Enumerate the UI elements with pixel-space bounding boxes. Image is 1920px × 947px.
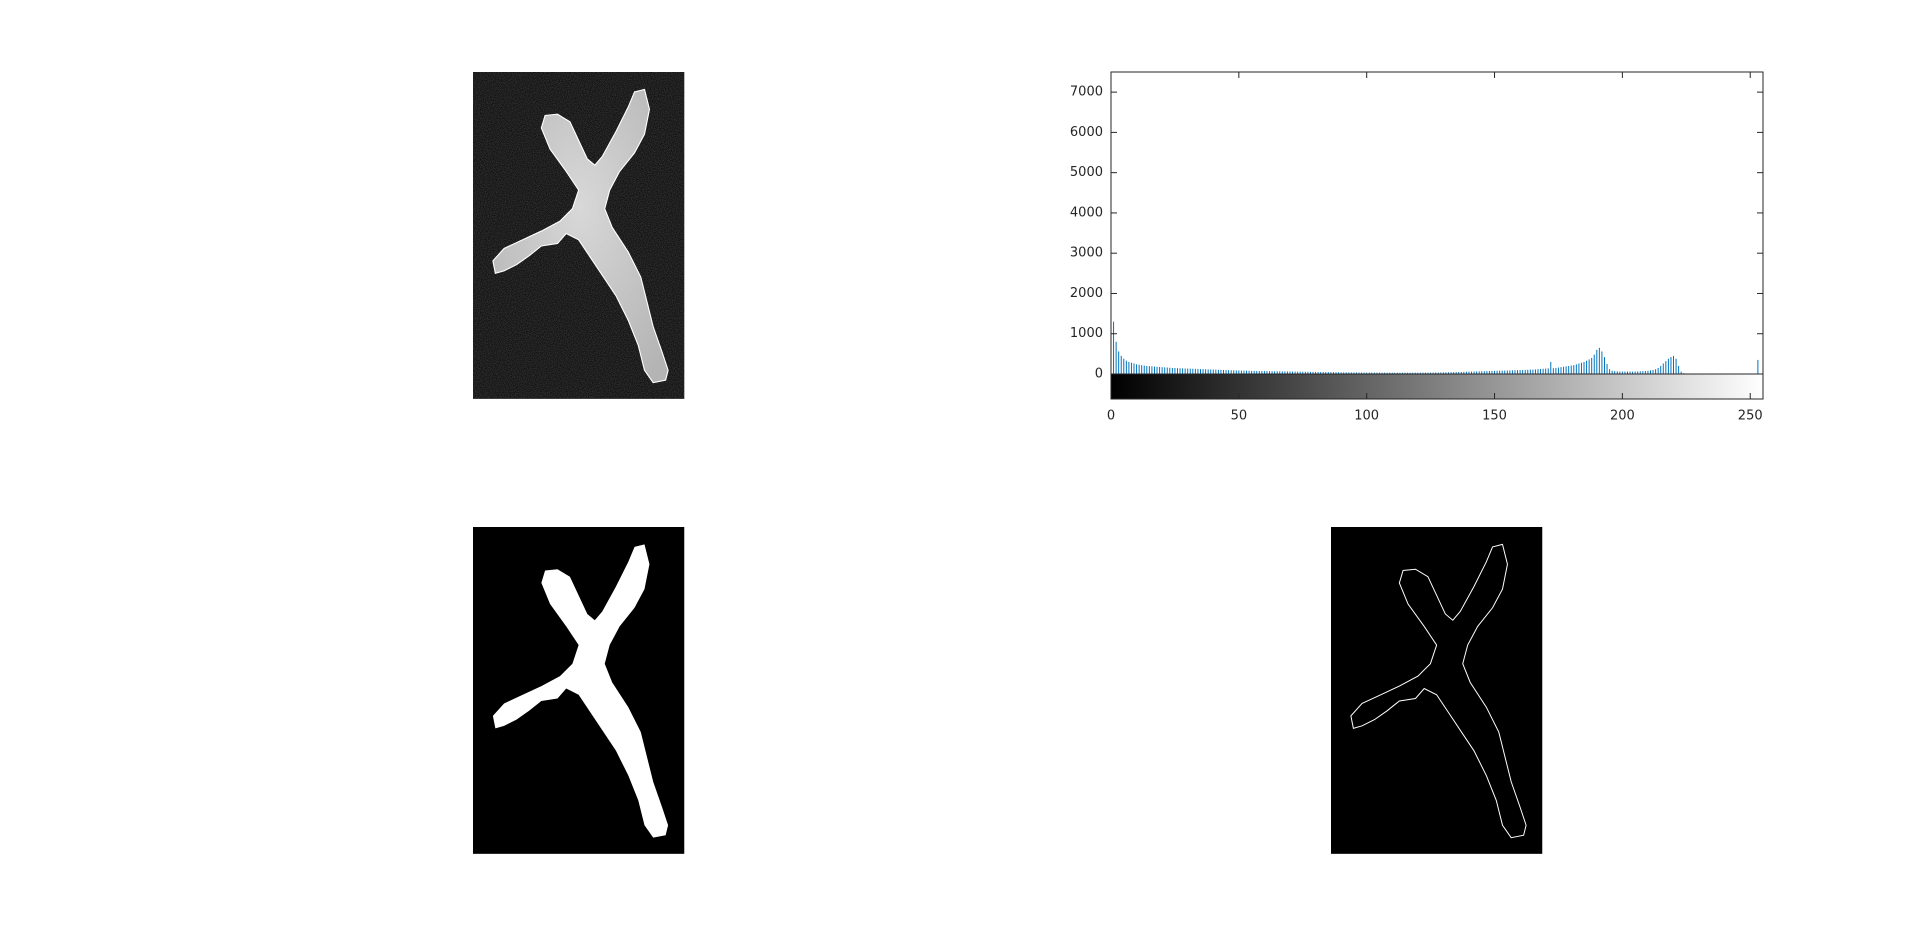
y-tick-label: 0	[1095, 367, 1103, 382]
axes-box	[1110, 71, 1764, 375]
x-tick-label: 0	[1107, 409, 1115, 424]
edge-image	[1331, 527, 1543, 854]
y-tick-label: 7000	[1070, 85, 1103, 100]
x-tick-label: 150	[1482, 409, 1507, 424]
x-tick-label: 200	[1610, 409, 1635, 424]
histogram: 0 1000 2000 3000 4000 5000 6000 7000 0 50 100 150 20…	[1070, 71, 1764, 424]
y-tick-label: 3000	[1070, 246, 1103, 261]
x-tick-label: 100	[1354, 409, 1379, 424]
x-tick-label: 250	[1738, 409, 1763, 424]
binary-image	[473, 527, 685, 854]
y-tick-label: 4000	[1070, 205, 1103, 220]
original-image	[473, 72, 685, 399]
y-tick-label: 6000	[1070, 125, 1103, 140]
y-tick-label: 5000	[1070, 165, 1103, 180]
plot-area	[1111, 72, 1763, 374]
y-tick-label: 1000	[1070, 326, 1103, 341]
gray-colorbar	[1111, 374, 1763, 399]
y-tick-label: 2000	[1070, 286, 1103, 301]
x-tick-label: 50	[1231, 409, 1248, 424]
